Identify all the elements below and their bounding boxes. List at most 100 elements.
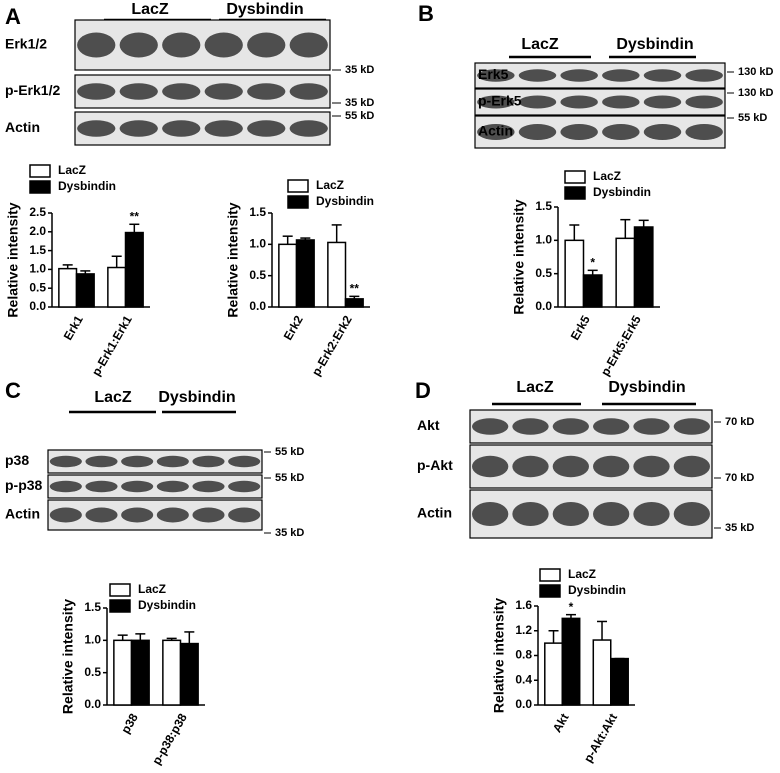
legend-swatch [29,180,51,194]
legend-label: Dysbindin [568,583,626,597]
blot-band [162,120,201,137]
blot-band [673,502,710,526]
blot-band [643,69,682,82]
blot-band [512,502,549,526]
legend-label: Dysbindin [138,598,196,612]
row-label: p-p38 [5,477,43,493]
blot-band [156,480,189,493]
blot-band [512,418,549,435]
x-tick-label: p-Akt:Akt [581,711,620,765]
x-tick-label: Akt [550,711,572,735]
bar [278,243,298,308]
blot-band [49,480,82,493]
blot-band [49,455,82,468]
y-tick-label: 2.5 [29,205,46,219]
blot-band [121,507,154,523]
panel-label: C [5,378,21,403]
blot [74,19,331,71]
blot-band [228,480,261,493]
blot-band [477,95,515,109]
significance: * [590,256,595,270]
y-tick-label: 0.4 [515,672,532,686]
x-tick-label: p38 [118,711,141,736]
y-tick-label: 1.2 [515,623,532,637]
blot-band [162,32,201,58]
marker-label: 55 kD [275,472,304,484]
y-tick-label: 0.0 [84,697,101,711]
blot-band [633,455,670,478]
blot-band [204,83,243,100]
blot-band [204,32,243,58]
blot-band [518,95,557,109]
bar [592,639,612,706]
blot-band [685,69,723,82]
blot-band [560,69,598,82]
blot-band [204,120,243,137]
legend-swatch [564,170,586,184]
y-tick-label: 0.8 [515,648,532,662]
blot [469,489,713,539]
y-tick-label: 1.0 [249,237,266,251]
row-label: Actin [478,123,513,139]
blot-band [593,418,630,435]
bar [610,657,629,706]
blot-band [192,455,225,468]
legend-swatch [29,164,51,178]
y-tick-label: 0.0 [515,697,532,711]
blot-band [289,32,328,58]
legend-label: LacZ [58,163,86,177]
y-tick-label: 0.0 [249,299,266,313]
x-tick-label: Erk1 [61,313,86,343]
blot [469,444,713,489]
blot-band [685,95,723,109]
legend-swatch [539,568,561,582]
blot-band [156,507,189,523]
blot-band [85,455,118,468]
row-label: Actin [5,119,40,135]
blot-band [228,507,261,523]
group-label: LacZ [94,389,132,406]
y-tick-label: 0.0 [535,299,552,313]
blot-band [602,124,640,140]
blot-band [472,418,509,435]
panel-label: B [418,1,434,26]
blot-band [685,124,723,140]
y-tick-label: 1.0 [29,262,46,276]
legend-label: Dysbindin [58,179,116,193]
significance: * [569,600,574,614]
marker-label: 35 kD [345,97,374,109]
bar [113,639,133,706]
group-label: LacZ [521,36,559,53]
bar [179,642,199,706]
x-tick-label: p-Erk1:Erk1 [89,313,135,379]
row-label: Actin [5,506,40,522]
y-axis-label: Relative intensity [225,202,241,317]
marker-label: 35 kD [345,64,374,76]
bar [544,642,563,706]
y-tick-label: 1.5 [249,205,266,219]
blot-band [77,120,116,137]
legend-swatch [564,186,586,200]
blot-band [673,455,710,478]
y-tick-label: 2.0 [29,224,46,238]
bar [564,239,585,308]
bar [124,231,144,308]
blot-band [477,69,515,82]
legend-swatch [109,583,131,597]
marker-label: 35 kD [275,527,304,539]
y-axis-label: Relative intensity [5,202,21,317]
legend-label: LacZ [138,582,166,596]
row-label: Actin [417,505,452,521]
x-tick-label: Erk5 [568,313,593,343]
bar [107,266,127,308]
row-label: p-Akt [417,457,453,473]
blot-band [512,455,549,478]
blot-band [247,83,286,100]
row-label: p-Erk5 [478,93,522,109]
x-tick-label: p-p38:p38 [149,711,190,767]
group-label: Dysbindin [616,36,693,53]
group-label: Dysbindin [608,379,685,396]
blot-band [49,507,82,523]
y-tick-label: 1.6 [515,598,532,612]
